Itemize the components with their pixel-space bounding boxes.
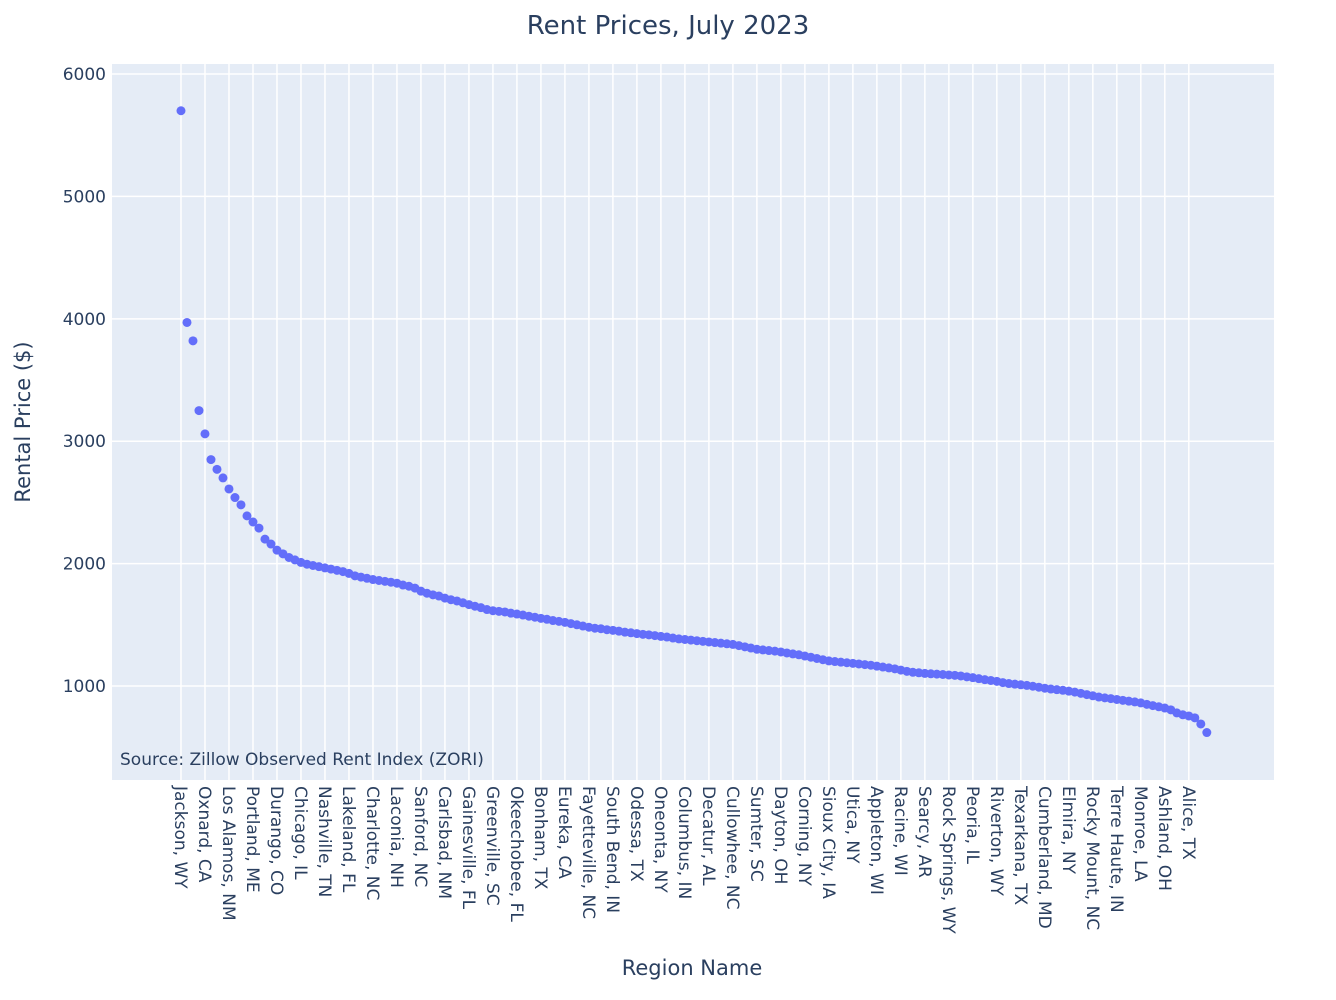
x-tick-label: Sioux City, IA [818,786,838,899]
x-tick-label: Terre Haute, IN [1106,785,1126,913]
point [230,493,240,503]
point [200,429,210,439]
point [248,517,258,527]
x-tick-label: Eureka, CA [554,786,574,879]
x-tick-label: Portland, ME [242,786,262,893]
x-tick-label: Cullowhee, NC [722,786,742,909]
y-tick-label: 5000 [63,187,106,207]
x-tick-label: Gainesville, FL [458,786,478,910]
x-tick-label: Rock Springs, WY [938,786,958,934]
point [218,473,228,483]
point [266,539,276,549]
x-tick-label: Racine, WI [890,786,910,876]
x-tick-label: Peoria, IL [962,786,982,864]
x-tick-label: Texarkana, TX [1010,785,1030,905]
x-tick-label: Oxnard, CA [194,786,214,883]
plot-area [112,64,1274,780]
x-tick-label: Jackson, WY [170,785,190,889]
x-tick-label: Chicago, IL [290,786,310,880]
x-tick-label: Rocky Mount, NC [1082,786,1102,930]
x-tick-label: Dayton, OH [770,786,790,884]
x-tick-label: Searcy, AR [914,786,934,878]
point [1202,728,1212,738]
x-tick-label: Monroe, LA [1130,786,1150,882]
point [1196,719,1206,729]
y-axis-label: Rental Price ($) [11,341,35,502]
point [260,534,270,544]
point [212,464,222,474]
annotation: Source: Zillow Observed Rent Index (ZORI… [120,750,484,770]
x-tick-label: Sanford, NC [410,786,430,887]
x-tick-label: Utica, NY [842,786,862,864]
point [194,406,204,416]
y-tick-label: 1000 [63,677,106,697]
y-tick-label: 4000 [63,310,106,330]
point [254,523,264,533]
point [242,511,252,521]
x-tick-label: Corning, NY [794,786,814,887]
x-tick-label: Elmira, NY [1058,786,1078,875]
x-tick-label: Durango, CO [266,786,286,895]
x-tick-label: Appleton, WI [866,786,886,895]
x-tick-label: Decatur, AL [698,786,718,886]
x-tick-label: Carlsbad, NM [434,786,454,899]
x-tick-label: Los Alamos, NM [218,786,238,921]
chart-title: Rent Prices, July 2023 [527,11,810,41]
x-tick-label: Laconia, NH [386,786,406,888]
x-tick-label: Fayetteville, NC [578,786,598,919]
x-tick-label: Ashland, OH [1154,786,1174,891]
point [182,317,192,327]
x-tick-label: Lakeland, FL [338,786,358,893]
y-tick-label: 6000 [63,65,106,85]
y-tick-label: 2000 [63,555,106,575]
point [176,106,186,116]
x-axis-label: Region Name [622,956,763,980]
x-tick-label: Alice, TX [1178,786,1198,860]
x-tick-label: Riverton, WY [986,786,1006,897]
x-tick-label: Charlotte, NC [362,786,382,900]
x-tick-label: Odessa, TX [626,786,646,882]
point [188,336,198,346]
x-tick-label: South Bend, IN [602,786,622,913]
x-tick-label: Columbus, IN [674,786,694,899]
x-tick-label: Greenville, SC [482,786,502,906]
x-tick-label: Cumberland, MD [1034,786,1054,929]
point [206,455,216,465]
point [236,500,246,510]
x-tick-label: Okeechobee, FL [506,786,526,922]
x-tick-label: Sumter, SC [746,786,766,882]
point [1190,713,1200,723]
x-tick-label: Bonham, TX [530,786,550,890]
point [224,484,234,494]
y-tick-label: 3000 [63,432,106,452]
x-tick-label: Nashville, TN [314,786,334,897]
x-tick-label: Oneonta, NY [650,786,670,893]
